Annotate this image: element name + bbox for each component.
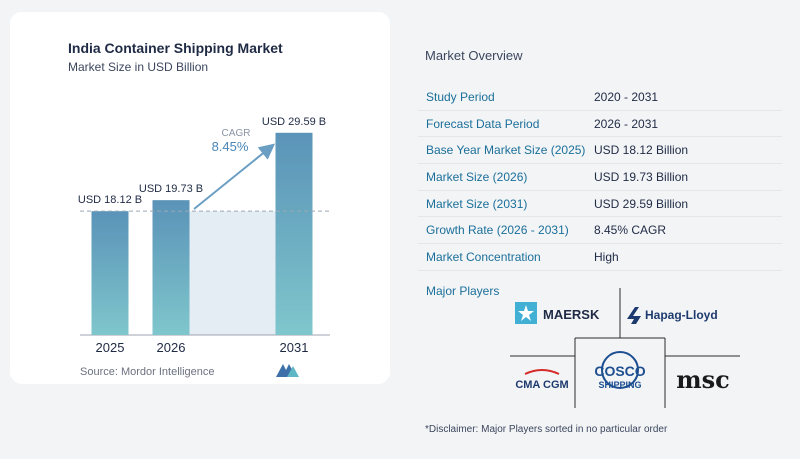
cma-cgm-wave-icon [524,369,560,375]
overview-label: Market Size (2031) [426,196,528,211]
overview-value: 8.45% CAGR [594,223,667,238]
bar-2026 [152,200,190,335]
overview-value: 2020 - 2031 [594,89,659,104]
hapag-lloyd-logo-text: Hapag-Lloyd [645,308,718,322]
overview-row: Growth Rate (2026 - 2031) 8.45% CAGR [418,217,782,245]
overview-label: Growth Rate (2026 - 2031) [426,223,569,238]
cma-cgm-logo-text: CMA CGM [515,379,568,391]
x-tick-2025: 2025 [96,340,125,355]
overview-row: Market Size (2031) USD 29.59 Billion [418,190,782,218]
msc-logo: msc [676,365,730,394]
hapag-lloyd-logo: Hapag-Lloyd [627,307,718,324]
overview-row: Market Concentration High [418,244,782,271]
growth-band [189,211,276,335]
data-label-2026: USD 19.73 B [139,183,203,195]
chart-title: India Container Shipping Market [68,40,283,56]
x-tick-2031: 2031 [280,340,309,355]
overview-label: Market Size (2026) [426,169,528,184]
hapag-lloyd-mark-icon [627,307,641,324]
cagr-arrow [193,143,276,210]
data-label-2025: USD 18.12 B [78,194,142,206]
major-players-label: Major Players [426,284,500,298]
x-tick-2026: 2026 [157,340,186,355]
cosco-logo-text: COSCO [594,363,645,379]
overview-row: Market Size (2026) USD 19.73 Billion [418,164,782,191]
overview-label: Study Period [426,89,495,104]
cosco-shipping-text: SHIPPING [598,380,641,390]
overview-value: 2026 - 2031 [594,116,659,131]
overview-label: Market Concentration [426,249,541,264]
bar-2031 [275,132,313,335]
mordor-logo-icon [276,364,299,377]
cosco-shipping-logo: COSCO SHIPPING [594,351,646,390]
overview-title: Market Overview [425,48,523,63]
disclaimer: *Disclaimer: Major Players sorted in no … [425,424,668,435]
overview-value: USD 29.59 Billion [594,196,689,211]
cagr-label: CAGR [222,128,251,139]
overview-label: Forecast Data Period [426,116,540,131]
overview-value: USD 19.73 Billion [594,169,689,184]
overview-row: Study Period 2020 - 2031 [418,84,782,111]
cosco-ring-icon [601,351,639,389]
overview-label: Base Year Market Size (2025) [426,143,586,158]
bar-2025 [91,211,129,335]
data-label-2031: USD 29.59 B [262,116,326,128]
bar-chart: USD 18.12 B 2025 USD 19.73 B 2026 USD 29.59 … [78,116,330,355]
overview-row: Base Year Market Size (2025) USD 18.12 B… [418,137,782,165]
chart-subtitle: Market Size in USD Billion [68,60,209,74]
cagr-value: 8.45% [212,139,249,154]
maersk-logo: MAERSK [515,302,600,324]
overview-row: Forecast Data Period 2026 - 2031 [418,111,782,138]
overview-table: Study Period 2020 - 2031 Forecast Data P… [418,84,782,271]
source-text: Source: Mordor Intelligence [80,366,215,378]
cma-cgm-logo: CMA CGM [515,369,569,391]
overview-value: USD 18.12 Billion [594,143,689,158]
msc-logo-text: msc [676,365,730,394]
overview-value: High [594,249,619,264]
maersk-logo-text: MAERSK [543,307,600,322]
player-logos: MAERSK Hapag-Lloyd CMA CGM COSCO SHIPPIN… [510,288,740,408]
